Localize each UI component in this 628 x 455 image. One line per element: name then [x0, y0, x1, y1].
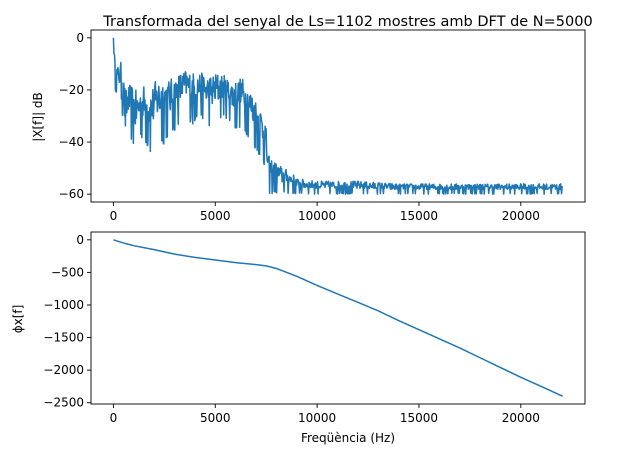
x-tick-label-1-1: 5000	[200, 411, 231, 425]
x-tick-label-0-0: 0	[110, 209, 118, 223]
y-tick-label-0-0: 0	[76, 31, 84, 45]
y-tick-label-0-1: −20	[59, 83, 84, 97]
y-tick-label-1-1: −500	[51, 265, 84, 279]
y-tick-label-1-2: −1000	[43, 298, 84, 312]
y-tick-label-1-5: −2500	[43, 396, 84, 410]
y-tick-label-1-3: −1500	[43, 331, 84, 345]
series-line-1	[113, 239, 563, 397]
magnitude-plot-area: 0 5000 10000 15000 20000 0 −20 −40 −60	[59, 29, 586, 223]
spectrum-phase-panel: Freqüència (Hz) ϕx[f] 0 5000 10000 15000 200…	[11, 231, 586, 445]
axes-frame-1	[90, 231, 586, 405]
x-tick-label-0-1: 5000	[200, 209, 231, 223]
y-axis-label-phase: ϕx[f]	[11, 305, 25, 334]
x-tick-label-0-3: 15000	[400, 209, 438, 223]
y-tick-label-0-3: −60	[59, 187, 84, 201]
x-tick-label-1-4: 20000	[502, 411, 540, 425]
y-tick-label-0-2: −40	[59, 135, 84, 149]
axes-frame-0	[90, 29, 586, 203]
x-tick-label-0-2: 10000	[298, 209, 336, 223]
x-tick-label-1-3: 15000	[400, 411, 438, 425]
y-tick-label-1-0: 0	[76, 233, 84, 247]
x-tick-label-1-2: 10000	[298, 411, 336, 425]
x-axis-label-frequency: Freqüència (Hz)	[301, 431, 395, 445]
x-tick-label-0-4: 20000	[502, 209, 540, 223]
series-line-0	[112, 37, 564, 195]
x-tick-label-1-0: 0	[110, 411, 118, 425]
chart-title: Transformada del senyal de Ls=1102 mostr…	[102, 14, 592, 30]
y-axis-label-magnitude: |X[f]| dB	[31, 92, 45, 142]
y-tick-label-1-4: −2000	[43, 363, 84, 377]
phase-plot-area: 0 5000 10000 15000 20000 0 −500 −1000 −1500 −2000…	[43, 231, 586, 425]
spectrum-magnitude-panel: Transformada del senyal de Ls=1102 mostr…	[31, 14, 593, 223]
